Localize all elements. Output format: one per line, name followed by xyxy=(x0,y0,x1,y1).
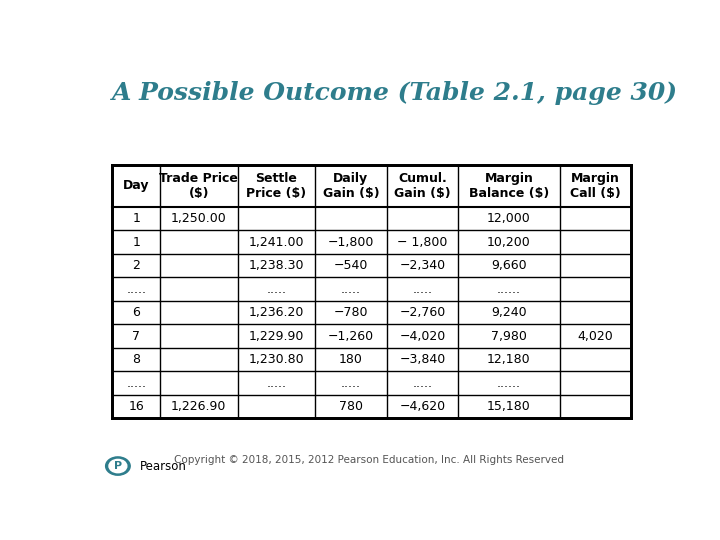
Text: 2: 2 xyxy=(132,259,140,272)
Text: 7,980: 7,980 xyxy=(491,329,527,342)
Text: 9,240: 9,240 xyxy=(491,306,527,319)
Text: Pearson: Pearson xyxy=(140,460,187,472)
Text: 180: 180 xyxy=(339,353,363,366)
Text: .....: ..... xyxy=(266,282,287,295)
Text: Day: Day xyxy=(123,179,150,192)
Text: 1,229.90: 1,229.90 xyxy=(248,329,304,342)
Text: Margin
Balance ($): Margin Balance ($) xyxy=(469,172,549,200)
Text: 1,236.20: 1,236.20 xyxy=(248,306,304,319)
Text: 6: 6 xyxy=(132,306,140,319)
Circle shape xyxy=(106,457,130,475)
Text: Copyright © 2018, 2015, 2012 Pearson Education, Inc. All Rights Reserved: Copyright © 2018, 2015, 2012 Pearson Edu… xyxy=(174,455,564,465)
Text: − 1,800: − 1,800 xyxy=(397,235,448,248)
Text: A Possible Outcome (Table 2.1, page 30): A Possible Outcome (Table 2.1, page 30) xyxy=(112,82,678,105)
Text: 1: 1 xyxy=(132,235,140,248)
Text: 12,000: 12,000 xyxy=(487,212,531,225)
Text: .....: ..... xyxy=(341,376,361,389)
Text: Settle
Price ($): Settle Price ($) xyxy=(246,172,307,200)
Text: −1,260: −1,260 xyxy=(328,329,374,342)
Text: −4,620: −4,620 xyxy=(400,400,446,413)
Text: −3,840: −3,840 xyxy=(400,353,446,366)
Text: P: P xyxy=(114,461,122,471)
Text: Trade Price
($): Trade Price ($) xyxy=(159,172,238,200)
Text: ......: ...... xyxy=(497,376,521,389)
Text: 1,226.90: 1,226.90 xyxy=(171,400,227,413)
Text: 1: 1 xyxy=(132,212,140,225)
Text: −2,760: −2,760 xyxy=(400,306,446,319)
Text: −540: −540 xyxy=(334,259,368,272)
Text: .....: ..... xyxy=(413,282,433,295)
Text: .....: ..... xyxy=(341,282,361,295)
Text: 1,230.80: 1,230.80 xyxy=(248,353,304,366)
Text: 780: 780 xyxy=(339,400,363,413)
Text: .....: ..... xyxy=(126,282,146,295)
Text: Cumul.
Gain ($): Cumul. Gain ($) xyxy=(394,172,451,200)
Text: 15,180: 15,180 xyxy=(487,400,531,413)
Text: 16: 16 xyxy=(128,400,144,413)
Text: −780: −780 xyxy=(333,306,368,319)
Text: .....: ..... xyxy=(413,376,433,389)
Text: 4,020: 4,020 xyxy=(577,329,613,342)
Text: 10,200: 10,200 xyxy=(487,235,531,248)
Text: .....: ..... xyxy=(126,376,146,389)
Text: 8: 8 xyxy=(132,353,140,366)
Text: ......: ...... xyxy=(497,282,521,295)
Text: 1,238.30: 1,238.30 xyxy=(248,259,304,272)
Text: 1,241.00: 1,241.00 xyxy=(248,235,304,248)
Text: 9,660: 9,660 xyxy=(491,259,527,272)
Text: −2,340: −2,340 xyxy=(400,259,446,272)
Text: .....: ..... xyxy=(266,376,287,389)
Circle shape xyxy=(109,460,127,472)
Text: 12,180: 12,180 xyxy=(487,353,531,366)
Text: −1,800: −1,800 xyxy=(328,235,374,248)
Text: 1,250.00: 1,250.00 xyxy=(171,212,227,225)
Text: 7: 7 xyxy=(132,329,140,342)
Text: Daily
Gain ($): Daily Gain ($) xyxy=(323,172,379,200)
Text: Margin
Call ($): Margin Call ($) xyxy=(570,172,621,200)
Text: −4,020: −4,020 xyxy=(400,329,446,342)
